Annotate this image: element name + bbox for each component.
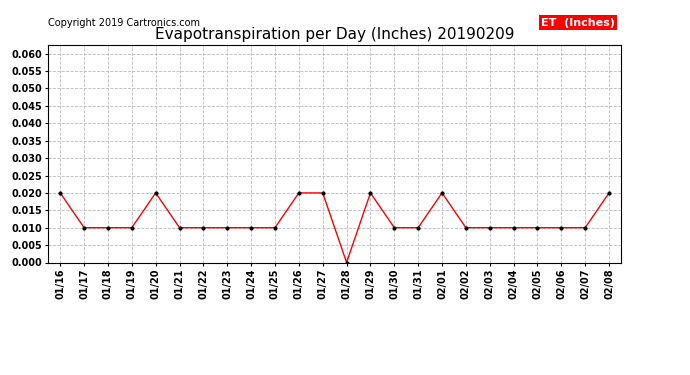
Title: Evapotranspiration per Day (Inches) 20190209: Evapotranspiration per Day (Inches) 2019… (155, 27, 515, 42)
Text: Copyright 2019 Cartronics.com: Copyright 2019 Cartronics.com (48, 18, 200, 28)
Text: ET  (Inches): ET (Inches) (542, 18, 615, 28)
